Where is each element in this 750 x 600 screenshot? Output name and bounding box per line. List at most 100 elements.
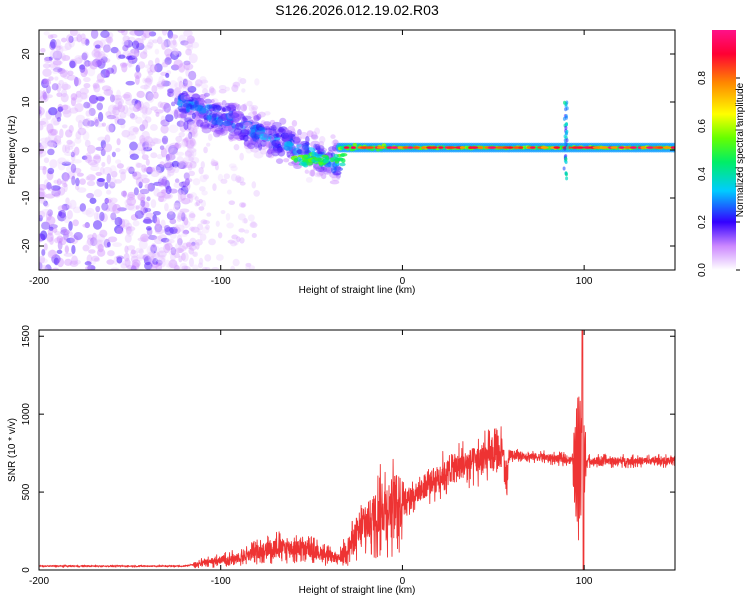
spectrogram-noise-cell bbox=[158, 247, 165, 254]
spectrogram-noise-cell bbox=[160, 115, 166, 125]
spectrogram-noise-cell bbox=[61, 45, 69, 52]
spectrogram-noise-cell bbox=[43, 78, 52, 86]
spectrogram-diagonal-cell bbox=[254, 141, 259, 149]
spectrogram-diagonal-cell bbox=[292, 135, 302, 142]
spectrogram-noise-cell bbox=[200, 219, 208, 225]
spectrogram-diagonal-cell bbox=[216, 118, 224, 126]
spectrogram-noise-cell bbox=[96, 239, 105, 250]
spectrogram-diagonal-cell bbox=[256, 113, 262, 120]
spectrogram-noise-cell bbox=[58, 210, 63, 217]
spectrogram-noise-cell bbox=[197, 230, 202, 236]
spectrogram-diagonal-cell bbox=[247, 111, 258, 117]
spectrogram-line-cell bbox=[640, 146, 646, 149]
spectrogram-noise-cell bbox=[57, 205, 67, 212]
spectrogram-noise-cell bbox=[186, 35, 195, 44]
spectrogram-noise-cell bbox=[176, 155, 184, 164]
spectrogram-noise-cell bbox=[194, 83, 201, 88]
spectrogram-noise-cell bbox=[147, 143, 153, 150]
spectrogram-noise-cell bbox=[233, 144, 240, 151]
spectrogram-diagonal-cell bbox=[252, 115, 260, 120]
spectrogram-noise-cell bbox=[140, 84, 150, 90]
spectrogram-diagonal-cell bbox=[192, 119, 200, 128]
spectrogram-noise-cell bbox=[209, 86, 215, 94]
spectrogram-diagonal-cell bbox=[214, 128, 223, 134]
spectrogram-diagonal-cell bbox=[243, 143, 253, 150]
spectrogram-diagonal-cell bbox=[286, 151, 291, 158]
spectrogram-noise-cell bbox=[167, 88, 175, 98]
spectrogram-noise-cell bbox=[170, 101, 176, 107]
spectrogram-noise-cell bbox=[44, 264, 52, 270]
spectrogram-noise-cell bbox=[154, 48, 160, 55]
spectrogram-diagonal-cell bbox=[181, 94, 187, 103]
spectrogram-diagonal-cell bbox=[296, 149, 303, 155]
spectrogram-noise-cell bbox=[204, 266, 211, 270]
spectrogram-burst-cell bbox=[564, 122, 568, 127]
spectrogram-noise-cell bbox=[185, 241, 192, 247]
spectrogram-noise-cell bbox=[39, 142, 42, 148]
spectrogram-noise-cell bbox=[194, 239, 203, 246]
spectrogram-noise-cell bbox=[169, 142, 180, 147]
spectrogram-diagonal-cell bbox=[245, 122, 250, 127]
spectrogram-noise-cell bbox=[164, 242, 173, 251]
spectrogram-noise-cell bbox=[176, 234, 182, 243]
spectrogram-diagonal-cell bbox=[212, 104, 222, 113]
spectrogram-line-cell bbox=[438, 146, 444, 149]
spectrogram-noise-cell bbox=[216, 254, 224, 261]
spectrogram-noise-cell bbox=[89, 174, 96, 181]
spectrogram-noise-cell bbox=[140, 199, 146, 207]
spectrogram-noise-cell bbox=[158, 75, 165, 86]
spectrogram-noise-cell bbox=[106, 173, 112, 184]
spectrogram-noise-cell bbox=[86, 144, 96, 154]
colorbar-tick-label: 0.8 bbox=[697, 71, 708, 85]
spectrogram-noise-cell bbox=[88, 107, 96, 116]
spectrogram-noise-cell bbox=[46, 123, 54, 134]
spectrogram-noise-cell bbox=[201, 226, 210, 234]
spectrogram-line-cell bbox=[469, 146, 479, 149]
spectrogram-noise-cell bbox=[39, 210, 46, 219]
spectrogram-diagonal-cell bbox=[311, 152, 319, 157]
spectrogram-line-cell bbox=[421, 146, 427, 149]
spectrogram-noise-cell bbox=[89, 162, 99, 168]
spectrogram-noise-cell bbox=[106, 259, 115, 265]
spectrogram-noise-cell bbox=[202, 266, 208, 270]
spectrogram-noise-cell bbox=[200, 161, 205, 169]
spectrogram-line-cell bbox=[540, 146, 549, 149]
spectrogram-noise-cell bbox=[168, 40, 178, 49]
spectrogram-line-cell bbox=[599, 146, 609, 149]
spectrogram-noise-cell bbox=[168, 124, 179, 134]
spectrogram-noise-cell bbox=[164, 161, 175, 171]
spectrogram-noise-cell bbox=[167, 170, 175, 176]
spectrogram-noise-cell bbox=[227, 239, 235, 244]
spectrogram-diagonal-cell bbox=[275, 132, 283, 138]
spectrogram-noise-cell bbox=[177, 161, 184, 169]
spectrogram-noise-cell bbox=[73, 232, 83, 241]
spectrogram-noise-cell bbox=[183, 217, 189, 226]
spectrogram-noise-cell bbox=[76, 33, 82, 43]
spectrogram-diagonal-cell bbox=[325, 156, 330, 161]
spectrogram-noise-cell bbox=[49, 49, 57, 60]
spectrogram-noise-cell bbox=[192, 251, 198, 258]
spectrogram-noise-cell bbox=[80, 67, 88, 78]
spectrogram-noise-cell bbox=[134, 74, 140, 85]
spectrogram-noise-cell bbox=[176, 120, 185, 127]
spectrogram-line-cell bbox=[352, 142, 358, 147]
spectrogram-y-tick-label: 0 bbox=[21, 147, 32, 153]
spectrogram-line-cell bbox=[618, 146, 625, 149]
spectrogram-noise-cell bbox=[69, 30, 78, 37]
spectrogram-noise-cell bbox=[142, 77, 147, 84]
spectrogram-noise-cell bbox=[135, 205, 140, 210]
spectrogram-noise-cell bbox=[153, 245, 160, 253]
spectrogram-noise-cell bbox=[139, 137, 148, 147]
spectrogram-noise-cell bbox=[139, 106, 148, 114]
spectrogram-noise-cell bbox=[96, 79, 106, 84]
spectrogram-noise-cell bbox=[136, 254, 146, 260]
spectrogram-diagonal-cell bbox=[267, 151, 275, 159]
spectrogram-noise-cell bbox=[194, 79, 203, 87]
spectrogram-noise-cell bbox=[127, 204, 138, 212]
spectrogram-x-tick-label: 100 bbox=[576, 276, 593, 287]
spectrogram-noise-cell bbox=[178, 62, 185, 72]
spectrogram-line-cell bbox=[629, 146, 637, 149]
spectrogram-noise-cell bbox=[52, 115, 57, 123]
spectrogram-noise-cell bbox=[205, 224, 210, 230]
spectrogram-noise-cell bbox=[233, 239, 239, 246]
